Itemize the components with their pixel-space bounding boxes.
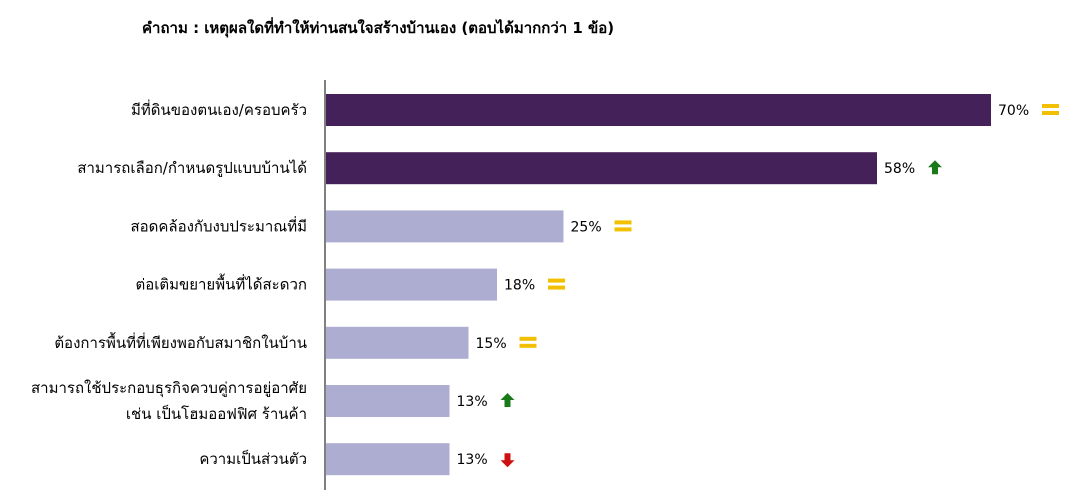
arrow-up-icon	[500, 393, 515, 407]
category-label: ต่อเติมขยายพื้นที่ได้สะดวก	[135, 274, 307, 294]
category-label-line: เช่น เป็นโฮมออฟฟิศ ร้านค้า	[126, 404, 307, 423]
category-label-line: มีที่ดินของตนเอง/ครอบครัว	[131, 99, 307, 119]
category-label-line: ต่อเติมขยายพื้นที่ได้สะดวก	[135, 274, 307, 294]
arrow-up-shape	[928, 160, 942, 175]
arrow-down-shape	[500, 453, 515, 468]
value-label: 25%	[571, 219, 602, 235]
category-label: สามารถใช้ประกอบธุรกิจควบคู่การอยู่อาศัยเ…	[31, 379, 307, 423]
equal-icon-bar	[548, 278, 565, 283]
category-label: ต้องการพื้นที่ที่เพียงพอกับสมาชิกในบ้าน	[54, 332, 307, 352]
category-label: สอดคล้องกับงบประมาณที่มี	[130, 215, 307, 235]
value-label: 15%	[476, 336, 507, 352]
equal-icon-bar	[614, 227, 632, 232]
equal-icon-bar	[519, 336, 537, 341]
equal-icon-bar	[548, 285, 565, 290]
equal-icon	[614, 220, 632, 232]
category-label-line: ความเป็นส่วนตัว	[199, 449, 307, 468]
category-label-line: สอดคล้องกับงบประมาณที่มี	[130, 215, 307, 235]
category-label: มีที่ดินของตนเอง/ครอบครัว	[131, 99, 307, 119]
category-label: ความเป็นส่วนตัว	[199, 449, 307, 468]
value-label: 70%	[998, 103, 1029, 119]
equal-icon-bar	[1042, 111, 1059, 115]
value-label: 18%	[504, 278, 535, 294]
category-label-line: สามารถเลือก/กำหนดรูปแบบบ้านได้	[77, 159, 307, 177]
bar	[326, 210, 564, 243]
equal-icon-bar	[614, 220, 632, 225]
category-label-line: สามารถใช้ประกอบธุรกิจควบคู่การอยู่อาศัย	[31, 379, 307, 398]
bar	[326, 152, 877, 185]
equal-icon-bar	[1042, 104, 1059, 108]
category-label-line: ต้องการพื้นที่ที่เพียงพอกับสมาชิกในบ้าน	[54, 332, 307, 352]
bar	[326, 326, 469, 359]
bar	[326, 268, 497, 301]
chart-title: คำถาม : เหตุผลใดที่ทำให้ท่านสนใจสร้างบ้า…	[142, 19, 615, 37]
equal-icon	[1042, 104, 1059, 115]
value-label: 13%	[457, 394, 488, 410]
equal-icon-bar	[519, 343, 537, 348]
equal-icon	[519, 336, 537, 348]
value-label: 58%	[884, 161, 915, 177]
category-label: สามารถเลือก/กำหนดรูปแบบบ้านได้	[77, 159, 307, 177]
bar	[326, 385, 450, 417]
bar	[326, 94, 991, 126]
bar	[326, 443, 450, 476]
value-label: 13%	[457, 452, 488, 468]
arrow-up-shape	[500, 393, 515, 407]
arrow-down-icon	[500, 453, 515, 468]
arrow-up-icon	[928, 160, 942, 175]
equal-icon	[548, 278, 565, 290]
